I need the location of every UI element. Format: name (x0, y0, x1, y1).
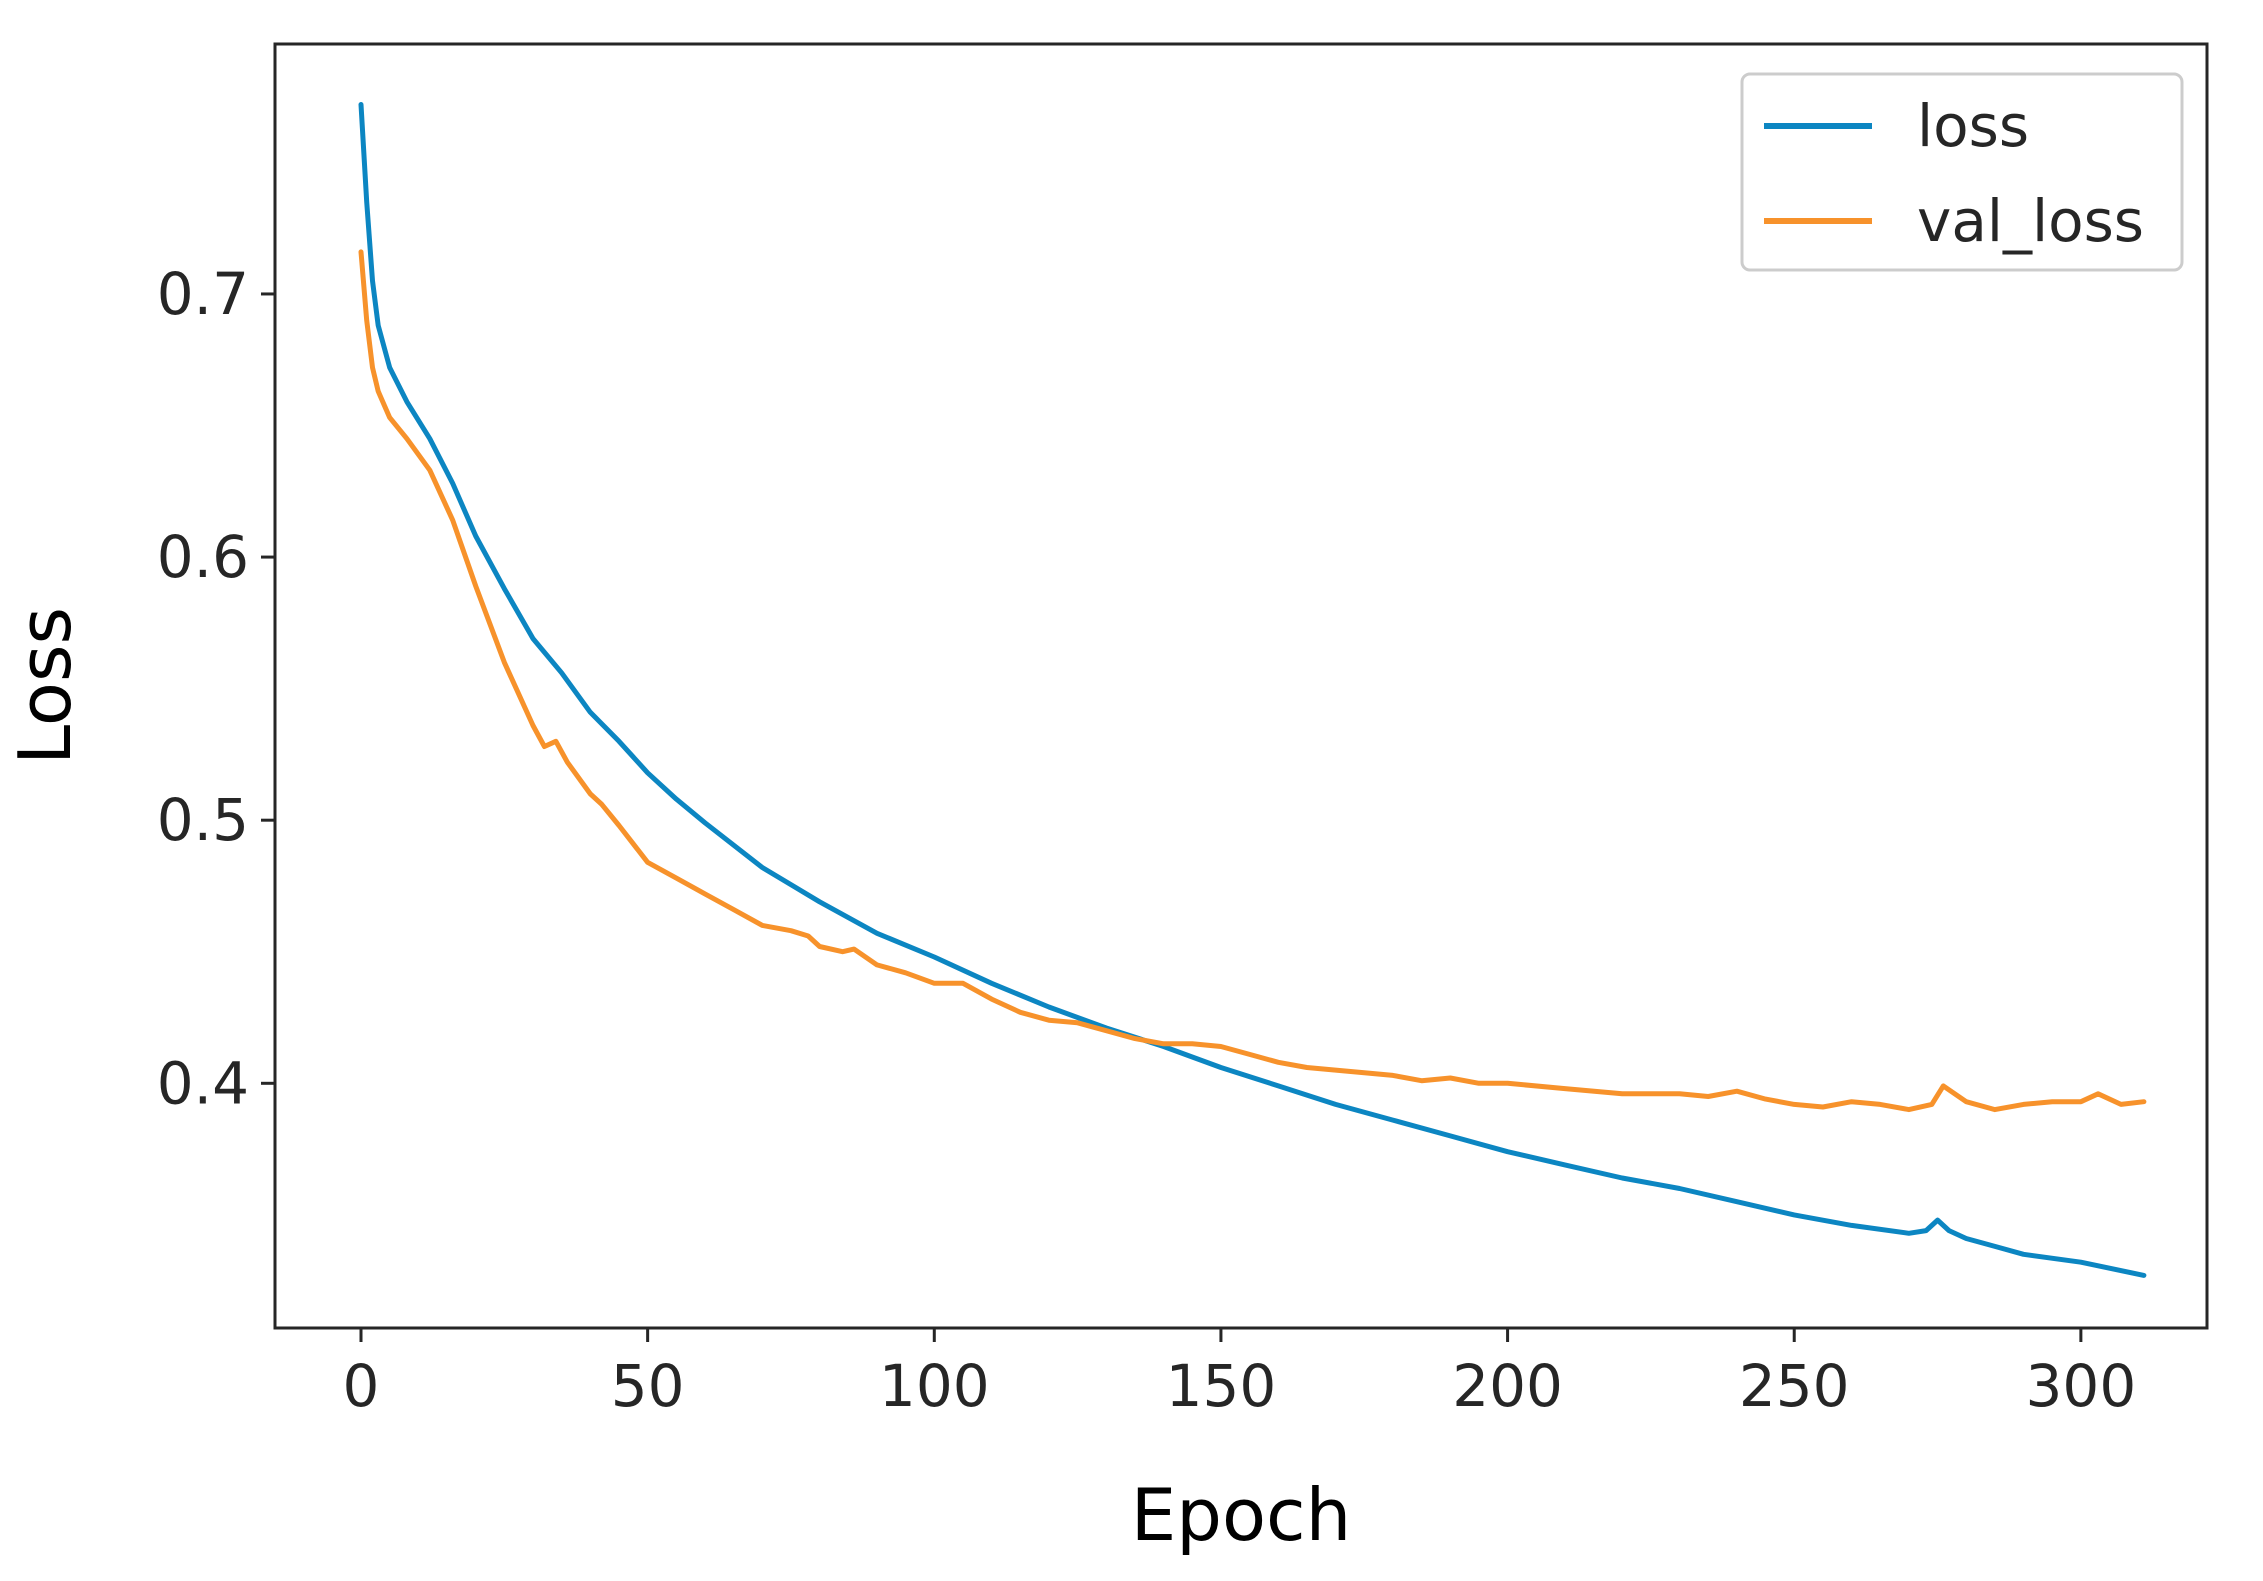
x-axis: 0 50 100 150 200 250 300 (343, 1328, 2137, 1420)
series-layer (358, 102, 2147, 1278)
legend-label-val-loss: val_loss (1917, 187, 2144, 255)
y-tick-label: 0.4 (157, 1049, 249, 1117)
x-tick-label: 100 (879, 1352, 990, 1420)
x-tick-label: 200 (1452, 1352, 1563, 1420)
x-tick-label: 300 (2026, 1352, 2137, 1420)
x-axis-title: Epoch (1131, 1473, 1351, 1557)
x-tick-label: 250 (1739, 1352, 1850, 1420)
series-line-val-loss (358, 249, 2147, 1113)
series-line-loss (358, 102, 2147, 1278)
plot-area-frame (273, 42, 2209, 1330)
y-axis: 0.4 0.5 0.6 0.7 (157, 260, 275, 1117)
legend-items: loss val_loss (1764, 92, 2144, 255)
chart-legend: loss val_loss (1740, 72, 2184, 272)
y-tick-label: 0.5 (157, 786, 249, 854)
x-tick-label: 50 (611, 1352, 685, 1420)
y-tick-label: 0.6 (157, 523, 249, 591)
x-tick-label: 150 (1166, 1352, 1277, 1420)
y-tick-label: 0.7 (157, 260, 249, 328)
legend-label-loss: loss (1917, 92, 2029, 160)
y-axis-title: Loss (3, 607, 87, 765)
x-tick-label: 0 (343, 1352, 380, 1420)
